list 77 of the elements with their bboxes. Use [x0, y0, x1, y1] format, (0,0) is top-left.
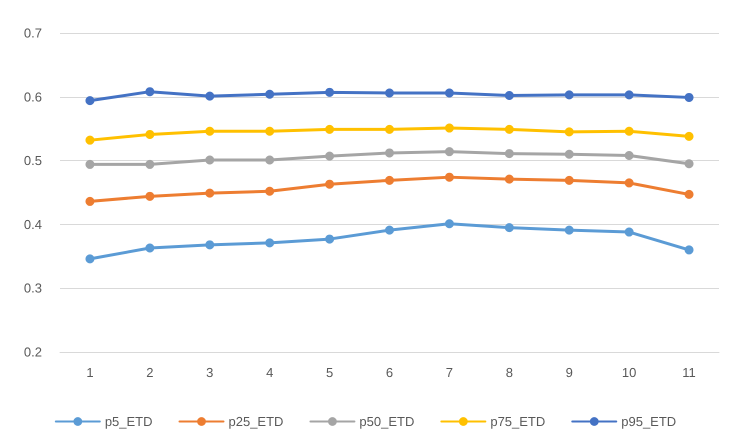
point	[85, 160, 94, 169]
point	[684, 132, 694, 141]
point	[504, 174, 514, 184]
y-tick-label: 0.7	[24, 26, 42, 40]
x-tick-label: 4	[266, 365, 274, 380]
x-tick-label: 9	[566, 365, 573, 380]
point	[564, 176, 574, 185]
point	[325, 88, 334, 97]
point	[205, 126, 214, 136]
point	[385, 148, 394, 158]
point	[145, 192, 154, 201]
point	[624, 90, 634, 100]
point	[325, 234, 334, 244]
point	[564, 150, 574, 159]
point	[205, 155, 214, 164]
point	[265, 155, 274, 164]
point	[145, 130, 154, 139]
legend-label: p5_ETD	[104, 414, 153, 429]
point	[325, 152, 334, 161]
x-tick-label: 11	[682, 365, 696, 380]
point	[624, 178, 634, 188]
point	[504, 91, 514, 100]
point	[85, 96, 94, 106]
y-tick-label: 0.6	[24, 89, 42, 104]
x-tick-label: 7	[446, 365, 454, 380]
legend-label: p95_ETD	[621, 414, 676, 429]
point	[684, 159, 694, 168]
point	[265, 238, 274, 248]
x-tick-label: 5	[326, 365, 334, 380]
point	[564, 90, 574, 100]
point	[504, 223, 514, 232]
point	[444, 219, 454, 228]
point	[444, 172, 454, 182]
legend-label: p50_ETD	[359, 414, 414, 429]
y-tick-label: 0.2	[24, 344, 42, 360]
point	[265, 90, 274, 99]
point	[444, 124, 454, 133]
point	[85, 136, 94, 145]
point	[265, 126, 274, 136]
point	[385, 88, 394, 98]
point	[385, 124, 394, 134]
point	[205, 188, 214, 198]
x-tick-label: 2	[146, 365, 154, 380]
x-tick-label: 8	[506, 365, 513, 380]
point	[325, 180, 334, 189]
x-tick-label: 1	[86, 365, 94, 380]
y-tick-label: 0.5	[24, 153, 42, 168]
point	[145, 244, 154, 253]
point	[205, 240, 214, 250]
point	[624, 228, 634, 237]
legend-label: p75_ETD	[490, 414, 546, 429]
point	[145, 87, 154, 96]
point	[504, 149, 514, 158]
y-tick-label: 0.3	[24, 280, 42, 296]
point	[684, 245, 694, 254]
point	[85, 196, 94, 206]
point	[684, 190, 694, 199]
point	[564, 226, 574, 235]
point	[205, 92, 214, 101]
x-tick-label: 10	[622, 365, 636, 380]
point	[265, 186, 274, 196]
point	[564, 127, 574, 136]
point	[145, 160, 154, 169]
point	[684, 92, 694, 102]
x-tick-label: 3	[206, 365, 214, 380]
point	[385, 226, 394, 235]
legend-label: p25_ETD	[228, 414, 284, 429]
point	[385, 176, 394, 185]
point	[444, 147, 454, 156]
point	[624, 126, 634, 136]
point	[624, 151, 634, 160]
x-tick-label: 6	[386, 365, 394, 380]
point	[85, 254, 94, 264]
point	[504, 124, 514, 134]
y-tick-label: 0.4	[24, 216, 42, 232]
point	[444, 88, 454, 98]
point	[325, 124, 334, 134]
